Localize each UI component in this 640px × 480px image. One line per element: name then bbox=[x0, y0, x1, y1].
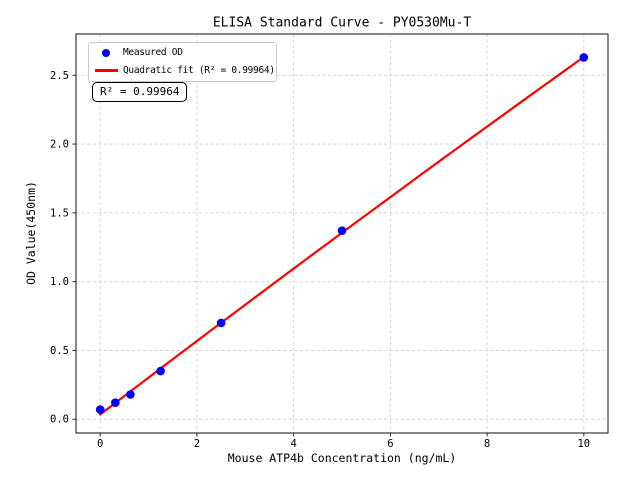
x-tick-label: 4 bbox=[290, 438, 296, 450]
x-tick-label: 6 bbox=[387, 438, 393, 450]
legend-marker-cell bbox=[93, 69, 119, 72]
x-tick-label: 0 bbox=[97, 438, 103, 450]
legend-label-measured-od: Measured OD bbox=[123, 47, 183, 58]
r-squared-annotation: R² = 0.99964 bbox=[92, 82, 188, 102]
plot-frame bbox=[75, 33, 609, 434]
data-point bbox=[216, 318, 226, 328]
data-point bbox=[337, 226, 347, 235]
data-point bbox=[579, 53, 589, 62]
y-tick-label: 1.5 bbox=[50, 207, 69, 219]
legend: Measured OD Quadratic fit (R² = 0.99964) bbox=[88, 42, 277, 82]
data-point bbox=[126, 390, 135, 399]
y-axis-label: OD Value(450nm) bbox=[24, 181, 38, 285]
x-tick-label: 10 bbox=[577, 438, 590, 450]
chart-title: ELISA Standard Curve - PY0530Mu-T bbox=[212, 15, 472, 31]
x-axis-label: Mouse ATP4b Concentration (ng/mL) bbox=[227, 451, 457, 465]
legend-dot-marker-icon bbox=[102, 48, 110, 57]
x-tick-label: 2 bbox=[194, 438, 200, 450]
y-tick-label: 1.0 bbox=[50, 276, 69, 288]
data-point bbox=[111, 398, 120, 408]
y-tick-label: 2.5 bbox=[50, 70, 69, 82]
x-tick-label: 8 bbox=[484, 438, 490, 450]
quadratic-fit-line bbox=[99, 55, 585, 416]
legend-line-marker-icon bbox=[94, 69, 118, 72]
legend-item-quadratic-fit: Quadratic fit (R² = 0.99964) bbox=[93, 64, 275, 77]
y-tick-label: 2.0 bbox=[50, 139, 69, 151]
data-point bbox=[95, 405, 105, 414]
legend-item-measured-od: Measured OD bbox=[93, 46, 270, 59]
y-tick-label: 0.5 bbox=[50, 345, 69, 357]
legend-label-quadratic-fit: Quadratic fit (R² = 0.99964) bbox=[123, 65, 275, 76]
data-point bbox=[156, 366, 165, 376]
y-tick-label: 0.0 bbox=[50, 414, 69, 426]
legend-marker-cell bbox=[93, 48, 119, 57]
